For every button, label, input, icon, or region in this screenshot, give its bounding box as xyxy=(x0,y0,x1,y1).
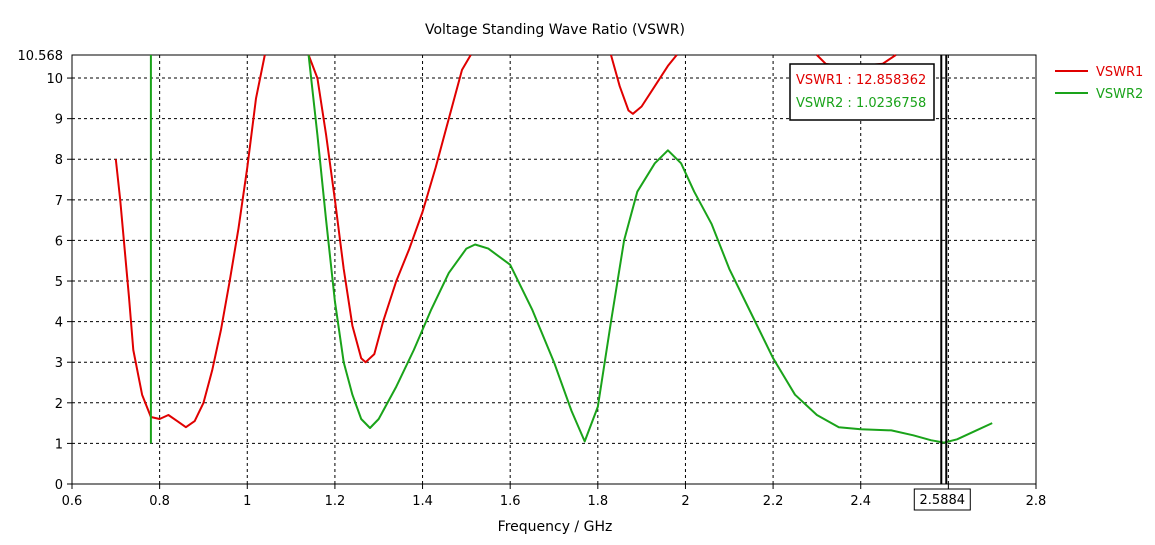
y-tick-label: 10 xyxy=(46,72,63,87)
x-tick-label: 2.2 xyxy=(763,494,784,509)
y-tick-label: 0 xyxy=(55,478,63,493)
y-tick-label: 7 xyxy=(55,194,63,209)
series-line-vswr2 xyxy=(307,54,993,444)
y-tick-label: 3 xyxy=(55,356,63,371)
marker-readout-1: VSWR1 : 12.858362 xyxy=(796,73,926,88)
x-tick-label: 2 xyxy=(681,494,689,509)
marker-layer[interactable]: 2.5884 VSWR1 : 12.858362 VSWR2 : 1.0236758 xyxy=(789,55,971,511)
series-line-vswr1 xyxy=(114,54,266,429)
x-tick-label: 1.6 xyxy=(500,494,521,509)
x-axis-label: Frequency / GHz xyxy=(498,519,613,535)
y-tick-label: 2 xyxy=(55,397,63,412)
x-tick-label: 1.8 xyxy=(587,494,608,509)
marker-readout-box xyxy=(789,63,935,121)
legend-label-vswr1: VSWR1 xyxy=(1096,65,1143,80)
x-tick-label: 2.4 xyxy=(850,494,871,509)
y-tick-label: 5 xyxy=(55,275,63,290)
x-tick-label: 1.4 xyxy=(412,494,433,509)
y-tick-label: 8 xyxy=(55,153,63,168)
y-top-label: 10.568 xyxy=(18,49,64,64)
marker-x-label: 2.5884 xyxy=(920,493,966,508)
y-tick-label: 9 xyxy=(55,113,63,128)
legend-label-vswr2: VSWR2 xyxy=(1096,87,1143,102)
legend: VSWR1 VSWR2 xyxy=(1055,65,1143,102)
x-tick-label: 0.8 xyxy=(149,494,170,509)
marker-x-label-box[interactable] xyxy=(913,488,971,511)
series-line-vswr1 xyxy=(307,54,472,364)
marker-readout-2: VSWR2 : 1.0236758 xyxy=(796,96,926,111)
x-tick-label: 2.8 xyxy=(1026,494,1047,509)
y-tick-label: 4 xyxy=(55,316,63,331)
series-line-vswr1 xyxy=(610,54,678,115)
series-layer xyxy=(114,54,993,444)
y-tick-label: 6 xyxy=(55,234,63,249)
chart-title: Voltage Standing Wave Ratio (VSWR) xyxy=(425,22,685,38)
x-tick-label: 1 xyxy=(243,494,251,509)
x-tick-label: 1.2 xyxy=(325,494,346,509)
x-tick-label: 0.6 xyxy=(62,494,83,509)
plot-frame xyxy=(71,54,1037,485)
y-tick-label: 1 xyxy=(55,437,63,452)
